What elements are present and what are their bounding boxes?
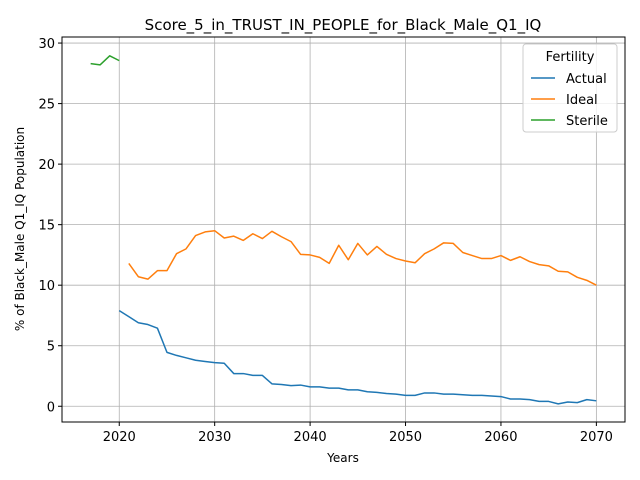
series-line-actual: [118, 309, 597, 405]
x-tick-label: 2060: [484, 430, 517, 445]
series-line-ideal: [128, 229, 597, 286]
legend: Fertility Actual Ideal Sterile: [522, 43, 618, 133]
x-tick-label: 2050: [389, 430, 422, 445]
y-tick-label: 5: [47, 340, 55, 355]
series-layer: [90, 55, 597, 405]
y-tick-label: 0: [47, 400, 55, 415]
grid-lines: [62, 37, 625, 422]
y-tick-label: 30: [38, 37, 55, 52]
y-axis: 0 5 10 15 20 25 30: [38, 37, 62, 415]
x-tick-label: 2040: [294, 430, 327, 445]
x-tick-label: 2020: [103, 430, 136, 445]
plot-area-frame: [61, 36, 626, 423]
x-tick-label: 2070: [580, 430, 613, 445]
y-tick-label: 15: [38, 219, 55, 234]
chart-title: Score_5_in_TRUST_IN_PEOPLE_for_Black_Mal…: [145, 16, 542, 35]
y-axis-label: % of Black_Male Q1_IQ Population: [13, 127, 27, 331]
y-tick-label: 20: [38, 158, 55, 173]
x-tick-label: 2030: [198, 430, 231, 445]
legend-title: Fertility: [546, 50, 595, 65]
legend-label-ideal: Ideal: [566, 93, 598, 108]
x-axis-label: Years: [326, 451, 359, 465]
legend-box: [522, 43, 618, 133]
legend-label-actual: Actual: [566, 72, 607, 87]
x-axis: 2020 2030 2040 2050 2060 2070: [103, 422, 613, 445]
y-tick-label: 25: [38, 98, 55, 113]
legend-label-sterile: Sterile: [566, 114, 608, 129]
series-line-sterile: [90, 55, 120, 66]
y-tick-label: 10: [38, 279, 55, 294]
